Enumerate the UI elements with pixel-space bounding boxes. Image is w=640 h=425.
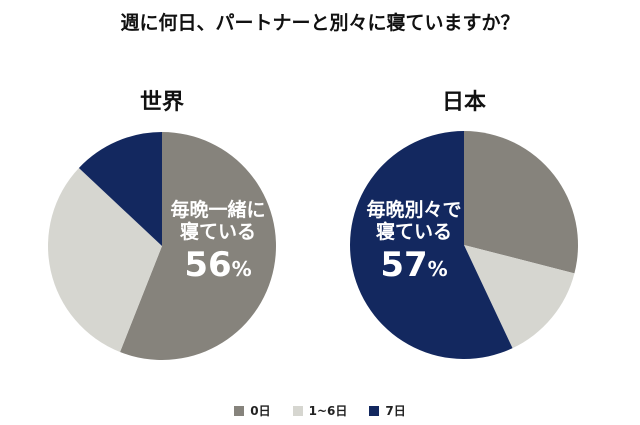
- legend-item-7: 7日: [369, 402, 406, 419]
- legend-label: 0日: [250, 404, 271, 418]
- legend-label: 7日: [385, 404, 406, 418]
- annotation-unit: %: [427, 256, 448, 281]
- pie-slice-world-1: [48, 167, 162, 352]
- pie-slice-world-0: [120, 132, 277, 360]
- annotation-line1: 毎晩別々で: [366, 199, 462, 221]
- annotation-line2: 寝ている: [375, 220, 452, 243]
- legend-item-0: 0日: [234, 402, 271, 419]
- pie-slice-japan-1: [464, 245, 575, 349]
- annotation-line2: 寝ている: [179, 220, 256, 243]
- pie-slice-japan-2: [349, 131, 513, 360]
- legend-swatch: [234, 405, 245, 416]
- pie-title-world: 世界: [139, 90, 184, 115]
- annotation-unit: %: [231, 256, 252, 281]
- annotation-percent: 56%: [158, 244, 278, 285]
- legend-item-1-6: 1~6日: [292, 402, 348, 419]
- pie-annotation-world: 毎晩一緒に 寝ている 56%: [158, 199, 278, 285]
- legend: 0日 1~6日 7日: [0, 402, 640, 419]
- legend-swatch: [369, 405, 380, 416]
- annotation-value: 56: [184, 244, 232, 285]
- pie-slice-world-2: [78, 132, 162, 246]
- annotation-percent: 57%: [354, 244, 474, 285]
- legend-swatch: [292, 405, 303, 416]
- legend-label: 1~6日: [308, 404, 348, 418]
- pie-title-japan: 日本: [441, 90, 486, 115]
- pie-slice-japan-0: [464, 131, 578, 274]
- pie-annotation-japan: 毎晩別々で 寝ている 57%: [354, 199, 474, 285]
- annotation-value: 57: [380, 244, 428, 285]
- annotation-line1: 毎晩一緒に: [170, 199, 266, 221]
- chart-title: 週に何日、パートナーと別々に寝ていますか？: [120, 12, 520, 34]
